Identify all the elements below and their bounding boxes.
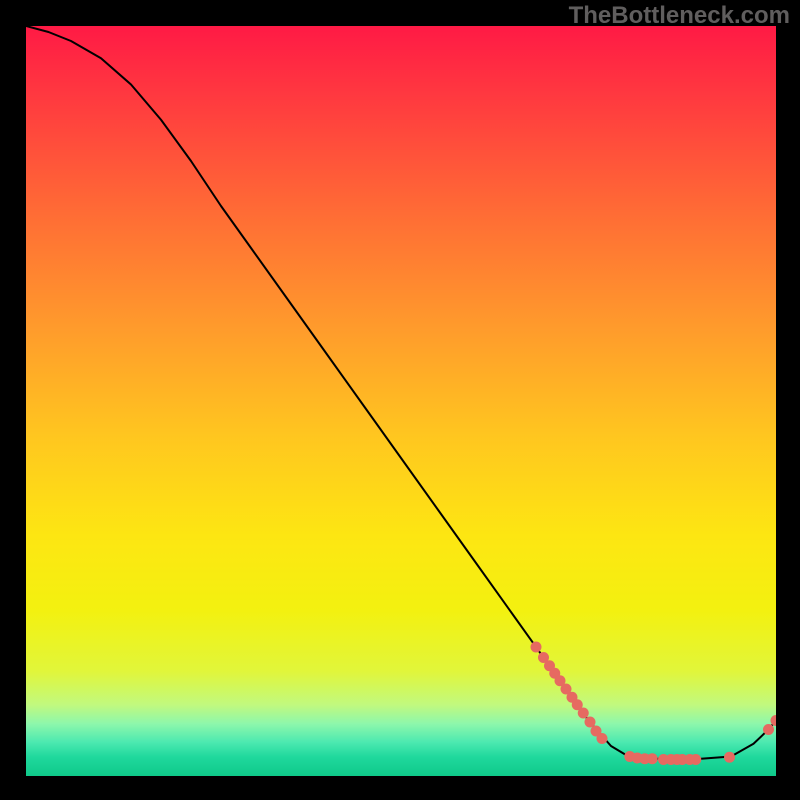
plot-area [26,26,776,776]
data-marker [585,717,596,728]
data-marker [724,752,735,763]
data-marker [763,724,774,735]
chart-svg [26,26,776,776]
data-marker [690,754,701,765]
watermark-text: TheBottleneck.com [569,2,790,30]
data-marker [578,708,589,719]
chart-canvas: TheBottleneck.com [0,0,800,800]
data-marker [597,733,608,744]
data-marker [647,753,658,764]
data-marker [531,642,542,653]
gradient-background [26,26,776,776]
